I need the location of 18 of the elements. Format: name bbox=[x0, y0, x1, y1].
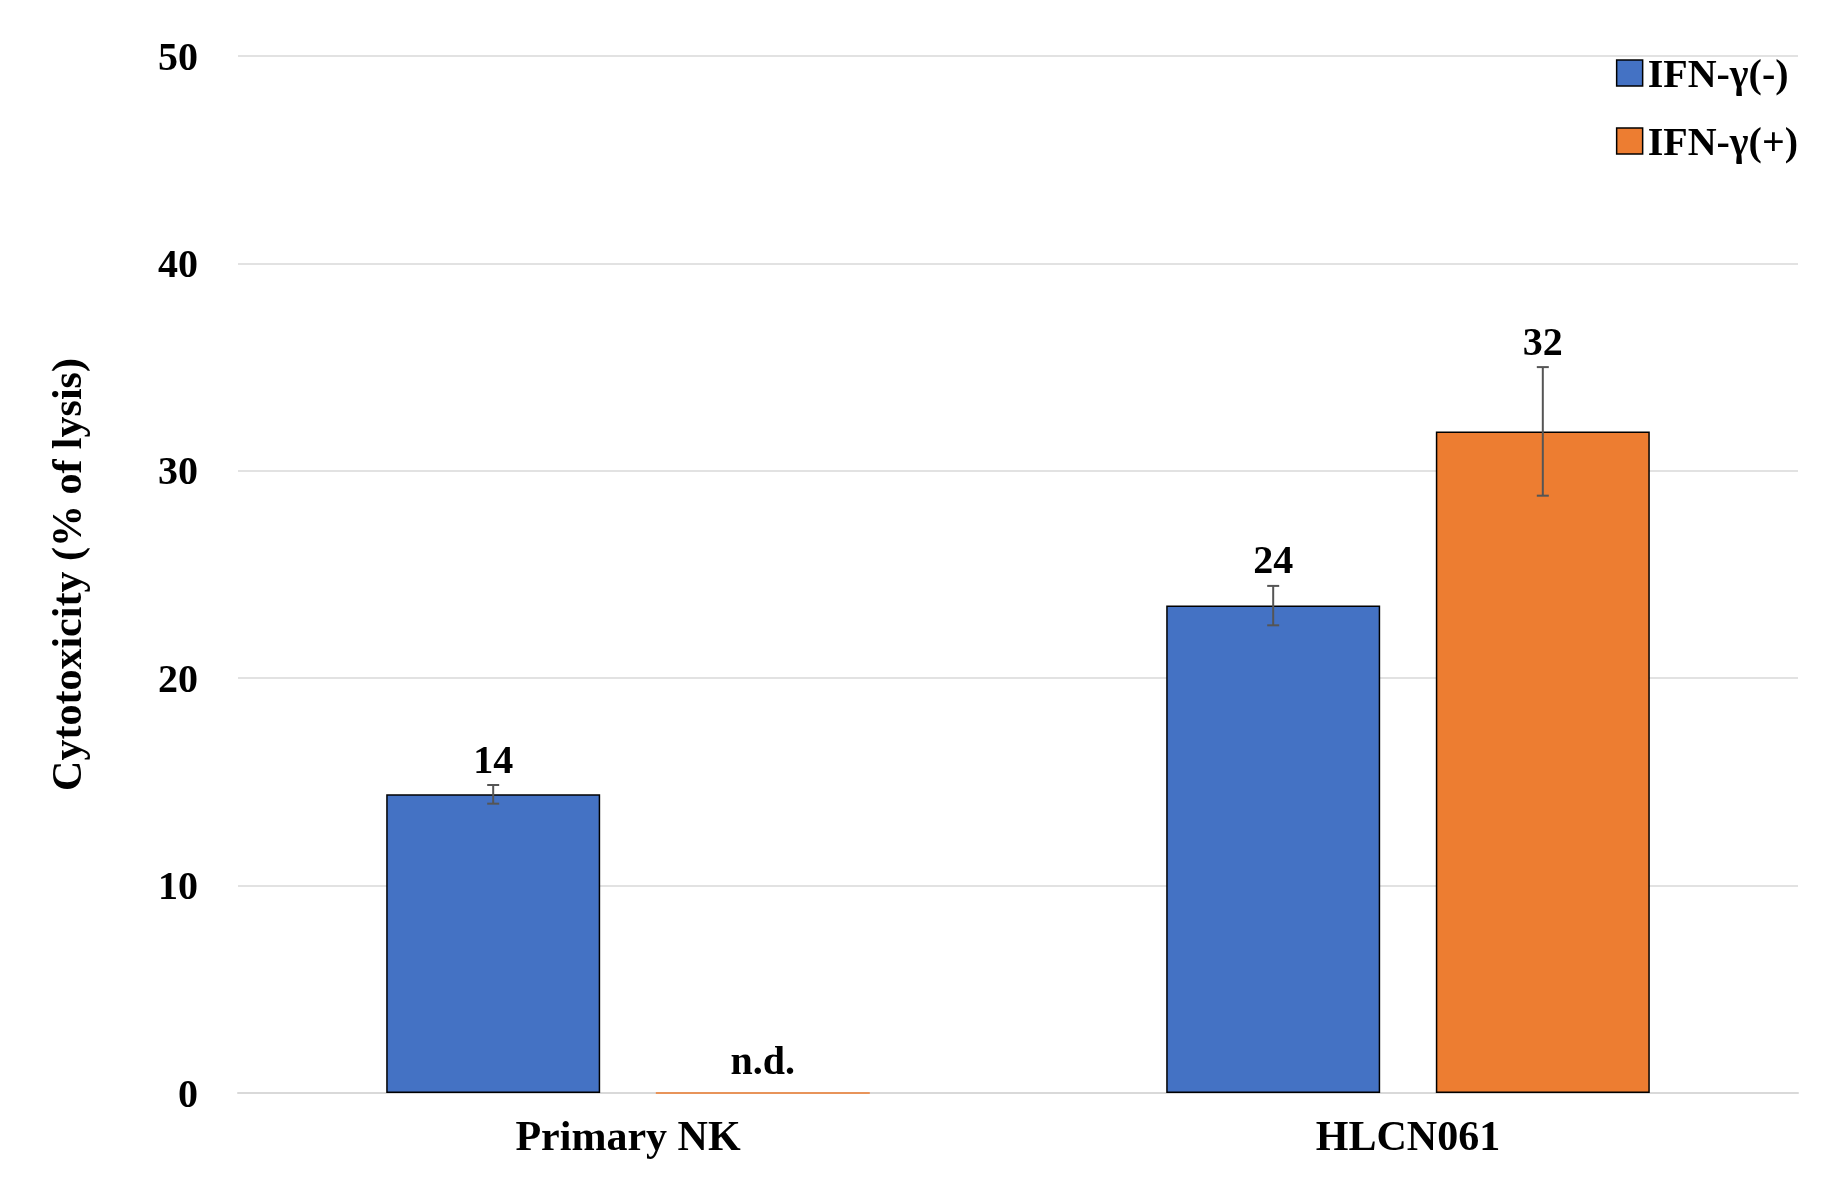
y-tick-label: 40 bbox=[158, 240, 198, 286]
data-label: 24 bbox=[1253, 537, 1294, 583]
legend-label: IFN-γ(-) bbox=[1647, 50, 1789, 96]
data-label: 14 bbox=[473, 736, 514, 782]
y-tick-label: 30 bbox=[158, 448, 198, 494]
y-tick-label: 20 bbox=[158, 655, 198, 701]
y-tick-label: 10 bbox=[158, 863, 198, 909]
bar bbox=[1435, 431, 1650, 1093]
y-tick-label: 0 bbox=[178, 1070, 198, 1116]
y-axis-title: Cytotoxicity (% of lysis) bbox=[44, 358, 91, 791]
bar bbox=[1166, 605, 1381, 1093]
y-tick-label: 50 bbox=[158, 33, 198, 79]
data-label: 32 bbox=[1522, 318, 1563, 364]
x-tick-label: HLCN061 bbox=[1315, 1113, 1501, 1159]
x-tick-label: Primary NK bbox=[515, 1113, 741, 1159]
bar bbox=[386, 794, 601, 1093]
data-label: n.d. bbox=[730, 1037, 796, 1083]
legend-label: IFN-γ(+) bbox=[1647, 118, 1799, 164]
